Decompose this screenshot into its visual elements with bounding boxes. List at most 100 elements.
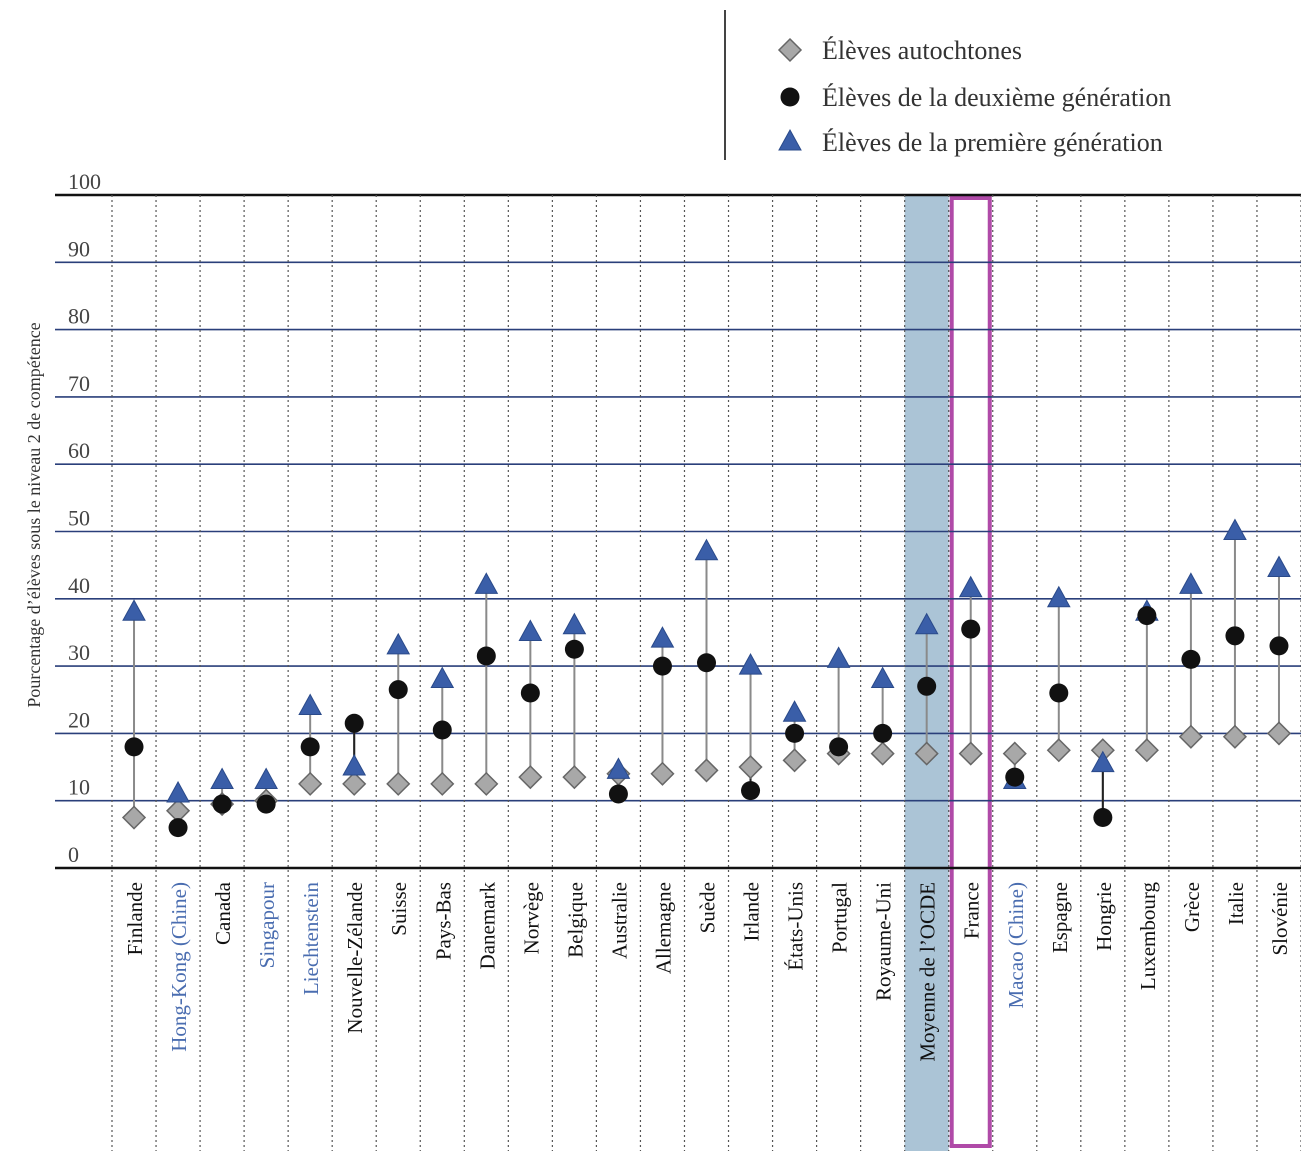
point-premiere-generation	[122, 599, 146, 621]
y-tick-0: 0	[68, 842, 79, 867]
point-premiere-generation	[474, 572, 499, 594]
point-autochtones	[782, 748, 807, 773]
y-tick-40: 40	[68, 573, 90, 598]
point-autochtones	[914, 741, 939, 766]
point-autochtones	[650, 761, 675, 786]
category-label: Australie	[607, 882, 631, 959]
point-premiere-generation	[254, 767, 278, 790]
point-premiere-generation	[342, 754, 367, 776]
highlight-layer	[904, 195, 992, 1151]
point-autochtones	[430, 771, 455, 796]
y-tick-90: 90	[68, 236, 90, 261]
point-deuxieme-generation	[124, 737, 144, 757]
category-label: Moyenne de l’OCDE	[916, 882, 940, 1062]
point-deuxieme-generation	[608, 784, 628, 804]
category-label: Grèce	[1180, 882, 1204, 932]
point-deuxieme-generation	[917, 676, 937, 696]
point-autochtones	[474, 771, 499, 796]
category-label: Pays-Bas	[431, 882, 455, 960]
point-deuxieme-generation	[520, 683, 540, 703]
category-label: Liechtenstein	[299, 882, 323, 996]
point-deuxieme-generation	[476, 646, 496, 666]
point-premiere-generation	[430, 666, 455, 689]
legend-marker-diamond	[777, 37, 803, 63]
category-label: Singapour	[255, 882, 279, 968]
category-label: Macao (Chine)	[1004, 882, 1028, 1009]
point-deuxieme-generation	[1181, 649, 1201, 669]
point-deuxieme-generation	[697, 653, 716, 673]
point-autochtones	[386, 771, 411, 796]
category-label: Portugal	[828, 882, 852, 953]
category-labels: Finlande Hong-Kong (Chine) Canada Singapour…	[123, 881, 1292, 1061]
point-deuxieme-generation	[1005, 767, 1025, 787]
y-tick-60: 60	[68, 438, 90, 463]
point-premiere-generation	[650, 626, 675, 648]
y-tick-50: 50	[68, 506, 90, 531]
point-premiere-generation	[914, 612, 939, 635]
category-label: Norvège	[519, 882, 543, 954]
point-autochtones	[870, 741, 895, 766]
point-deuxieme-generation	[961, 619, 981, 639]
point-premiere-generation	[518, 619, 543, 641]
point-autochtones	[1178, 724, 1203, 749]
y-tick-80: 80	[68, 304, 90, 329]
point-premiere-generation	[1090, 750, 1115, 773]
legend-label: Élèves autochtones	[822, 36, 1022, 65]
category-label: Italie	[1224, 882, 1248, 925]
point-premiere-generation	[298, 693, 323, 715]
category-label: Royaume-Uni	[872, 882, 896, 1001]
point-premiere-generation	[782, 700, 807, 722]
point-premiere-generation	[166, 780, 190, 803]
point-premiere-generation	[1223, 518, 1247, 540]
point-premiere-generation	[870, 666, 895, 689]
y-tick-100: 100	[68, 169, 101, 194]
point-deuxieme-generation	[212, 794, 232, 814]
category-label: Nouvelle-Zélande	[343, 882, 367, 1034]
category-label: Suisse	[387, 882, 411, 936]
category-label: Allemagne	[651, 882, 675, 974]
point-autochtones	[562, 765, 587, 790]
point-deuxieme-generation	[432, 720, 452, 740]
category-label: Canada	[211, 881, 235, 945]
point-deuxieme-generation	[873, 723, 893, 743]
point-autochtones	[342, 771, 367, 796]
point-premiere-generation	[1179, 572, 1203, 594]
point-deuxieme-generation	[741, 781, 761, 801]
y-tick-70: 70	[68, 371, 90, 396]
category-label: Luxembourg	[1136, 882, 1160, 991]
y-tick-20: 20	[68, 707, 90, 732]
point-premiere-generation	[694, 538, 719, 561]
category-label: Espagne	[1048, 882, 1072, 953]
point-deuxieme-generation	[1137, 606, 1157, 626]
point-deuxieme-generation	[256, 794, 276, 814]
point-deuxieme-generation	[1049, 683, 1069, 703]
point-premiere-generation	[826, 646, 851, 668]
gridlines	[55, 193, 1301, 1151]
point-deuxieme-generation	[344, 713, 364, 733]
legend-marker-circle	[780, 87, 800, 107]
markers	[121, 518, 1292, 838]
point-deuxieme-generation	[1225, 626, 1245, 646]
point-premiere-generation	[210, 767, 234, 790]
category-label: Slovénie	[1268, 882, 1292, 956]
category-label: Hongrie	[1092, 882, 1116, 951]
point-autochtones	[1134, 738, 1159, 763]
point-autochtones	[1266, 721, 1292, 746]
point-deuxieme-generation	[388, 680, 408, 700]
point-premiere-generation	[562, 612, 587, 635]
point-deuxieme-generation	[1093, 808, 1113, 828]
y-tick-labels: 0 10 20 30 40 50 60 70 80 90 100	[68, 169, 101, 867]
point-premiere-generation	[1046, 585, 1071, 608]
point-autochtones	[518, 765, 543, 790]
category-label: États-Unis	[784, 882, 808, 971]
point-autochtones	[958, 741, 983, 766]
legend: Élèves autochtones Élèves de la deuxième …	[724, 10, 1171, 160]
y-axis-title: Pourcentage d’élèves sous le niveau 2 de…	[24, 322, 44, 707]
point-premiere-generation	[606, 757, 631, 779]
category-label: Hong-Kong (Chine)	[167, 882, 191, 1052]
point-premiere-generation	[386, 632, 411, 655]
category-label: Danemark	[475, 882, 499, 970]
france-highlight-box	[949, 196, 992, 1148]
point-deuxieme-generation	[564, 639, 584, 659]
legend-label: Élèves de la deuxième génération	[822, 83, 1171, 112]
